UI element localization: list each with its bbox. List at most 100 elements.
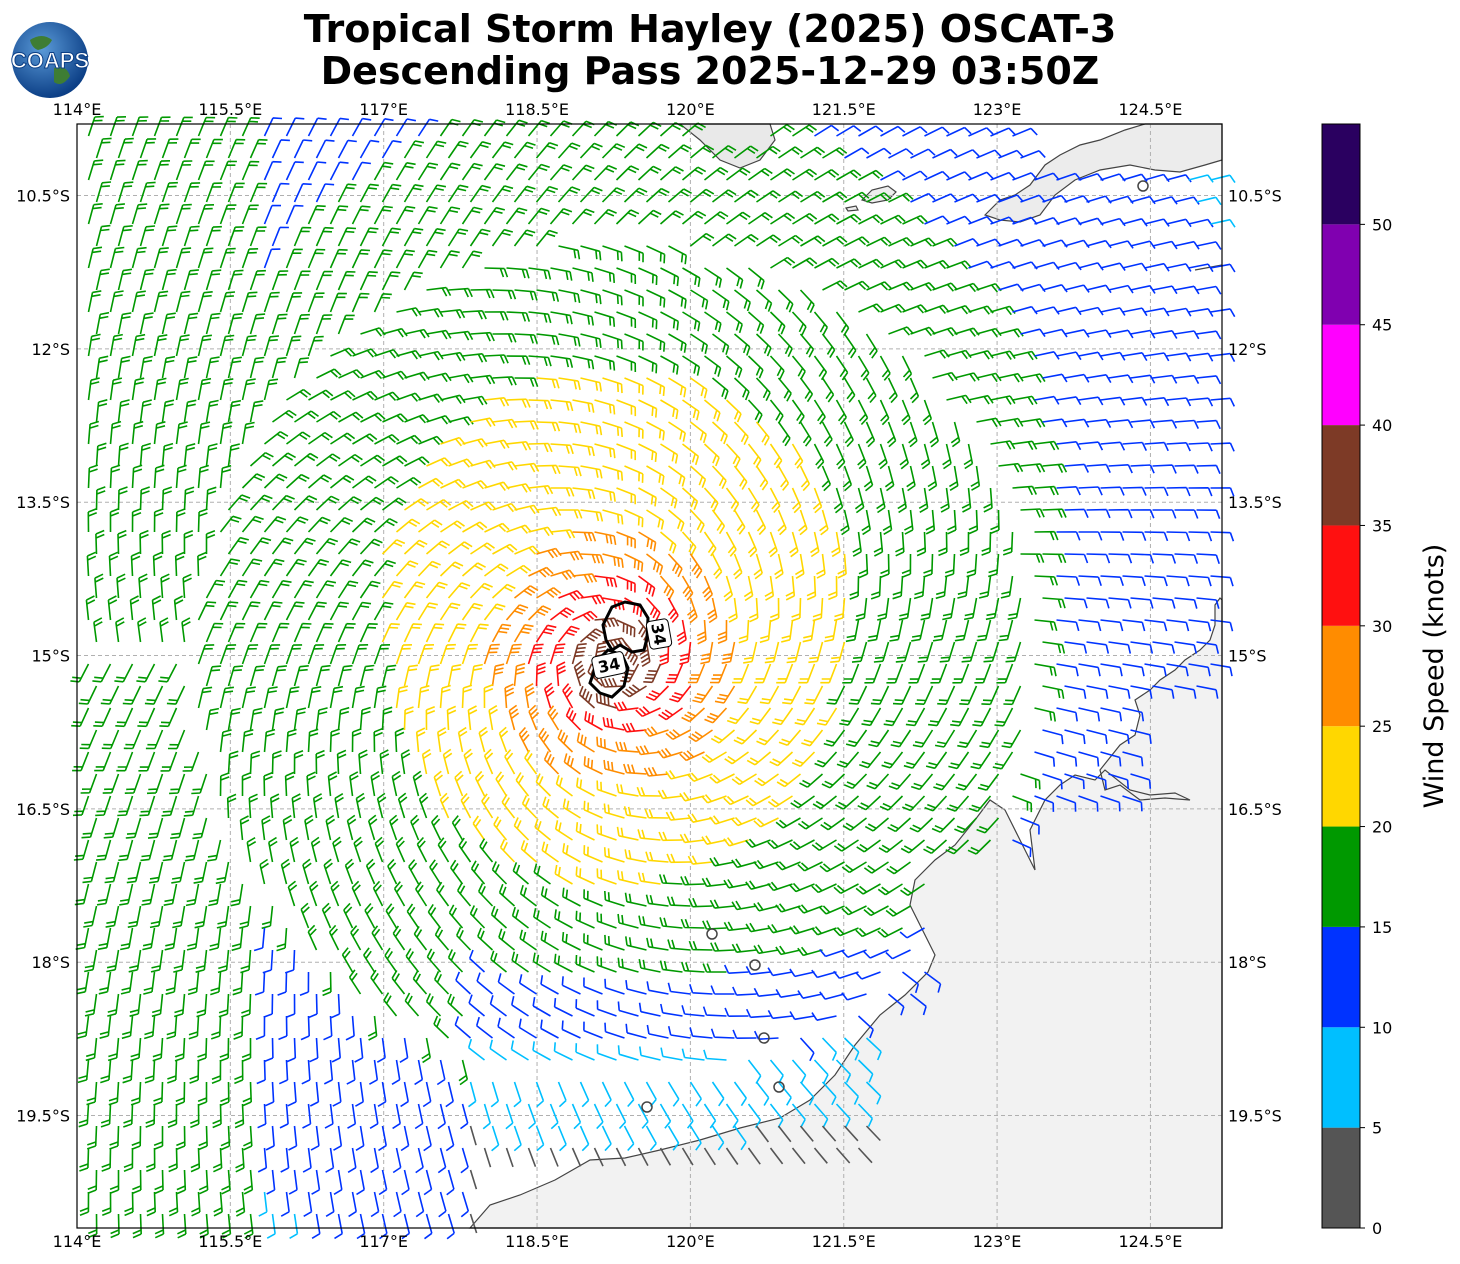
wind-barb xyxy=(176,1169,187,1195)
wind-barb xyxy=(711,377,729,400)
wind-barb xyxy=(92,663,112,683)
wind-barb xyxy=(636,786,661,797)
wind-barb xyxy=(709,663,728,684)
wind-barb xyxy=(129,595,140,621)
wind-barb xyxy=(689,983,713,995)
wind-barb xyxy=(527,1147,537,1167)
wind-barb xyxy=(657,747,683,759)
wind-barb xyxy=(253,927,266,952)
wind-barb xyxy=(561,976,581,995)
wind-barb xyxy=(557,142,581,159)
wind-barb xyxy=(1130,509,1155,519)
wind-barb xyxy=(280,1191,290,1217)
wind-barb xyxy=(594,487,616,502)
wind-barb xyxy=(841,905,867,916)
wind-barb xyxy=(499,839,516,863)
wind-barb xyxy=(129,993,142,1017)
wind-barb xyxy=(527,643,544,665)
wind-barb xyxy=(149,905,164,929)
wind-barb xyxy=(638,575,656,597)
wind-barb xyxy=(596,736,617,753)
wind-barb xyxy=(1034,261,1060,270)
wind-barb xyxy=(924,971,942,993)
wind-barb xyxy=(513,662,526,687)
wind-barb xyxy=(542,796,560,819)
wind-barb xyxy=(183,138,201,159)
wind-barb xyxy=(954,282,980,293)
wind-barb xyxy=(689,1027,713,1039)
wind-barb xyxy=(734,233,759,247)
wind-barb xyxy=(812,795,837,810)
wind-barb xyxy=(151,595,162,621)
wind-barb xyxy=(343,902,354,929)
wind-barb xyxy=(511,951,529,973)
wind-barb xyxy=(812,487,823,514)
wind-barb xyxy=(550,267,573,281)
wind-barb xyxy=(307,686,322,709)
wind-barb xyxy=(624,245,644,263)
wind-barb xyxy=(777,465,790,491)
wind-barb xyxy=(263,204,282,225)
wind-barb xyxy=(575,822,595,841)
wind-barb xyxy=(536,377,560,389)
wind-barb xyxy=(461,206,483,225)
wind-barb xyxy=(484,311,509,321)
wind-barb xyxy=(998,372,1024,383)
wind-barb xyxy=(725,443,741,468)
wind-barb xyxy=(797,946,823,957)
wind-barb xyxy=(813,355,828,381)
wind-barb xyxy=(309,1037,319,1063)
wind-barb xyxy=(959,685,978,706)
wind-barb xyxy=(105,905,120,928)
lon-tick-label: 118.5°E xyxy=(505,1232,569,1251)
wind-barb xyxy=(1166,575,1190,587)
wind-barb xyxy=(109,203,125,225)
wind-barb xyxy=(1166,352,1192,362)
wind-barb xyxy=(1034,485,1059,496)
wind-barb xyxy=(421,748,432,775)
wind-barb xyxy=(505,604,529,621)
wind-barb xyxy=(95,137,112,159)
wind-barb xyxy=(439,643,456,665)
wind-barb xyxy=(823,729,846,747)
wind-barb xyxy=(887,377,898,404)
wind-barb xyxy=(457,726,468,753)
wind-barb xyxy=(123,1103,134,1128)
wind-barb xyxy=(212,1147,223,1173)
wind-barb xyxy=(498,726,509,753)
wind-barb xyxy=(1122,396,1148,406)
wind-barb xyxy=(660,1003,683,1017)
wind-barb xyxy=(285,686,300,709)
wind-barb xyxy=(769,1059,784,1084)
wind-barb xyxy=(575,910,595,929)
wind-barb xyxy=(329,728,340,753)
wind-barb xyxy=(241,160,260,181)
wind-barb xyxy=(835,795,860,810)
wind-barb xyxy=(447,664,462,687)
wind-barb xyxy=(183,399,197,423)
wind-barb xyxy=(1056,575,1081,586)
wind-barb xyxy=(72,751,90,772)
wind-barb xyxy=(1152,464,1177,474)
wind-barb xyxy=(239,905,252,929)
wind-barb xyxy=(617,1045,639,1061)
wind-barb xyxy=(791,311,807,336)
wind-barb xyxy=(241,993,252,1018)
wind-barb xyxy=(594,267,615,283)
wind-barb xyxy=(285,601,305,621)
wind-barb xyxy=(219,601,239,621)
wind-barb xyxy=(910,192,936,203)
wind-barb xyxy=(249,665,266,687)
wind-barb xyxy=(865,421,876,448)
wind-barb xyxy=(462,480,488,490)
wind-barb xyxy=(858,303,884,313)
wind-barb xyxy=(1152,553,1177,564)
wind-barb xyxy=(425,664,440,687)
wind-barb xyxy=(286,431,311,445)
wind-barb xyxy=(549,643,566,665)
wind-barb xyxy=(1152,685,1175,699)
wind-barb xyxy=(990,440,1016,450)
wind-barb xyxy=(563,753,581,775)
wind-barb xyxy=(1122,619,1146,632)
wind-barb xyxy=(857,1015,874,1039)
